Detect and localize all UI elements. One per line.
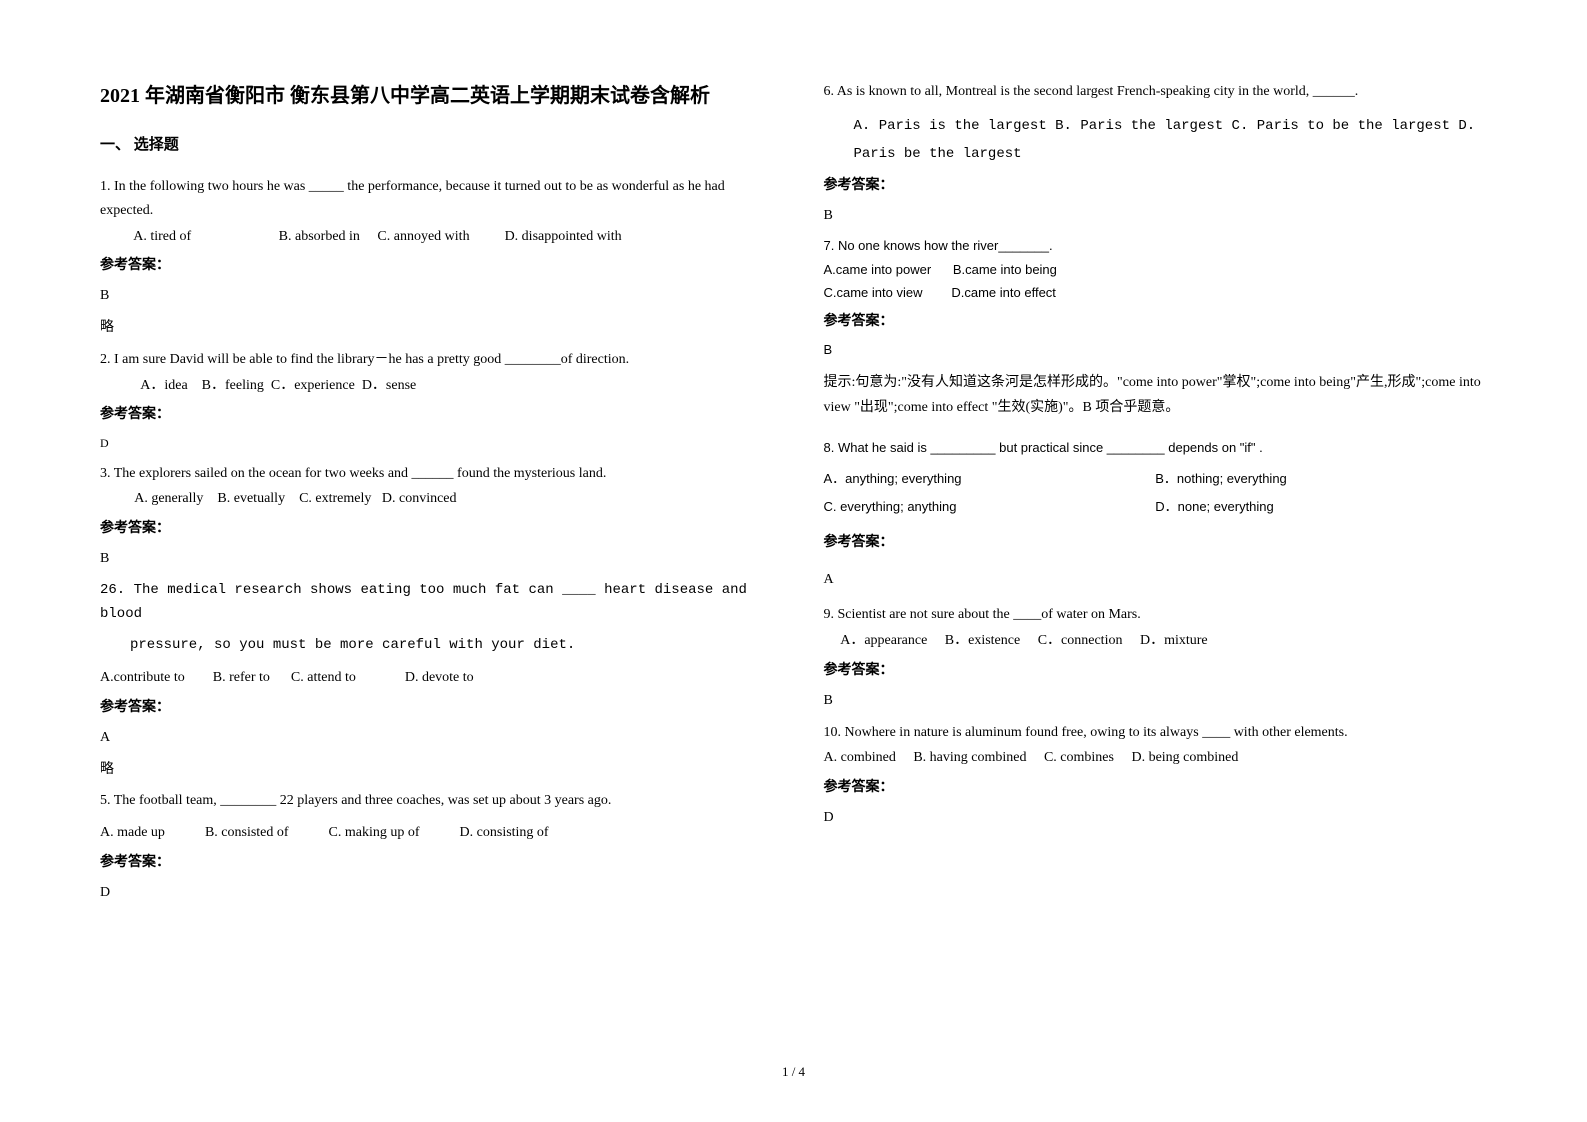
answer-label: 参考答案： [100,696,764,720]
question-options-line1: A.came into power B.came into being [824,259,1488,281]
question-text: 6. As is known to all, Montreal is the s… [824,80,1488,104]
question-6: 6. As is known to all, Montreal is the s… [824,80,1488,227]
question-text: 8. What he said is _________ but practic… [824,434,1488,463]
question-options: A．idea B．feeling C．experience D．sense [100,374,764,398]
question-3: 3. The explorers sailed on the ocean for… [100,462,764,571]
option-b: B. consisted of [205,821,289,845]
question-text: 3. The explorers sailed on the ocean for… [100,462,764,486]
section-heading: 一、 选择题 [100,132,764,159]
answer-value: B [824,339,1488,361]
question-options-row2: C. everything; anything D．none; everythi… [824,493,1488,522]
option-d: D. consisting of [460,821,549,845]
question-text: 1. In the following two hours he was ___… [100,175,764,223]
answer-value: A [824,565,1488,596]
question-options: A. generally B. evetually C. extremely D… [100,487,764,511]
question-1: 1. In the following two hours he was ___… [100,175,764,340]
option-a: A. made up [100,821,165,845]
question-7: 7. No one knows how the river_______. A.… [824,235,1488,420]
answer-value: B [824,689,1488,713]
left-column: 2021 年湖南省衡阳市 衡东县第八中学高二英语上学期期末试卷含解析 一、 选择… [100,80,764,1040]
page-number: 1 / 4 [100,1060,1487,1083]
answer-value: D [100,433,764,453]
question-10: 10. Nowhere in nature is aluminum found … [824,721,1488,830]
answer-label: 参考答案： [824,659,1488,683]
question-text: 10. Nowhere in nature is aluminum found … [824,721,1488,745]
page-container: 2021 年湖南省衡阳市 衡东县第八中学高二英语上学期期末试卷含解析 一、 选择… [100,80,1487,1040]
answer-label: 参考答案： [824,174,1488,198]
question-text: 5. The football team, ________ 22 player… [100,789,764,813]
question-options: A. Paris is the largest B. Paris the lar… [824,112,1488,168]
answer-value: B [824,204,1488,228]
option-a: A．anything; everything [824,465,1156,494]
option-c: C. making up of [329,821,420,845]
answer-label: 参考答案： [100,254,764,278]
question-options: A．appearance B．existence C．connection D．… [824,629,1488,653]
question-text: 26. The medical research shows eating to… [100,579,764,627]
question-options-line2: C.came into view D.came into effect [824,282,1488,304]
answer-value: A [100,726,764,750]
answer-label: 参考答案： [824,776,1488,800]
answer-label: 参考答案： [824,310,1488,334]
question-options: A. combined B. having combined C. combin… [824,746,1488,770]
question-9: 9. Scientist are not sure about the ____… [824,603,1488,712]
question-text-2: pressure, so you must be more careful wi… [100,634,764,658]
answer-value: D [824,806,1488,830]
question-options: A. tired of B. absorbed in C. annoyed wi… [100,225,764,249]
question-text: 7. No one knows how the river_______. [824,235,1488,257]
answer-value: B [100,284,764,308]
answer-label: 参考答案： [824,528,1488,559]
answer-label: 参考答案： [100,517,764,541]
option-d: D．none; everything [1155,493,1487,522]
question-text: 2. I am sure David will be able to find … [100,348,764,372]
option-b: B．nothing; everything [1155,465,1487,494]
document-title: 2021 年湖南省衡阳市 衡东县第八中学高二英语上学期期末试卷含解析 [100,80,764,112]
question-text: 9. Scientist are not sure about the ____… [824,603,1488,627]
question-5: 5. The football team, ________ 22 player… [100,789,764,904]
answer-value: B [100,547,764,571]
question-options-row1: A．anything; everything B．nothing; everyt… [824,465,1488,494]
answer-label: 参考答案： [100,851,764,875]
question-options: A.contribute to B. refer to C. attend to… [100,666,764,690]
answer-label: 参考答案： [100,403,764,427]
option-c: C. everything; anything [824,493,1156,522]
question-2: 2. I am sure David will be able to find … [100,348,764,454]
answer-hint: 提示:句意为:"没有人知道这条河是怎样形成的。"come into power"… [824,370,1488,420]
right-column: 6. As is known to all, Montreal is the s… [824,80,1488,1040]
question-options: A. made up B. consisted of C. making up … [100,821,764,845]
question-8: 8. What he said is _________ but practic… [824,434,1488,595]
answer-note: 略 [100,758,764,782]
answer-value: D [100,881,764,905]
question-4: 26. The medical research shows eating to… [100,579,764,782]
answer-note: 略 [100,316,764,340]
